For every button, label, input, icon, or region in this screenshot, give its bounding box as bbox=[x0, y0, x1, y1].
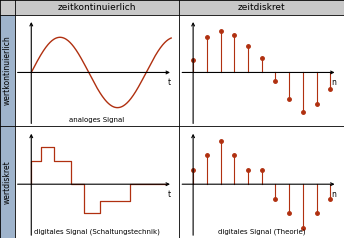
Text: analoges Signal: analoges Signal bbox=[69, 117, 125, 123]
Text: n: n bbox=[331, 190, 336, 199]
Text: digitales Signal (Schaltungstechnik): digitales Signal (Schaltungstechnik) bbox=[34, 228, 160, 235]
Text: zeitdiskret: zeitdiskret bbox=[238, 3, 286, 12]
Text: wertdiskret: wertdiskret bbox=[3, 160, 12, 204]
Text: t: t bbox=[168, 190, 171, 199]
Text: zeitkontinuierlich: zeitkontinuierlich bbox=[58, 3, 136, 12]
Text: digitales Signal (Theorie): digitales Signal (Theorie) bbox=[218, 228, 305, 235]
Text: n: n bbox=[331, 78, 336, 87]
Text: t: t bbox=[168, 78, 171, 87]
Text: wertkontinuierlich: wertkontinuierlich bbox=[3, 35, 12, 105]
